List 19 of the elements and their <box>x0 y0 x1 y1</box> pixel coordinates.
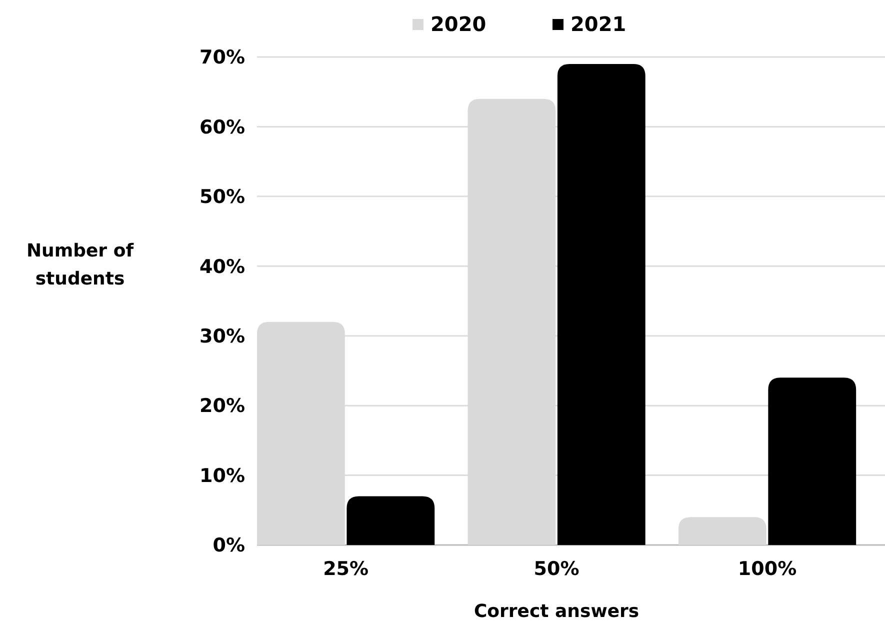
bar <box>346 496 435 545</box>
y-tick-label: 30% <box>200 326 245 348</box>
x-tick-label: 25% <box>323 558 369 580</box>
bar <box>678 517 766 545</box>
y-tick-label: 20% <box>200 395 245 418</box>
y-tick-label: 50% <box>200 186 245 208</box>
y-tick-label: 60% <box>200 116 245 138</box>
x-tick-label: 100% <box>738 558 797 580</box>
y-tick-label: 0% <box>212 534 245 557</box>
x-axis-title: Correct answers <box>474 601 640 622</box>
legend-label: 2021 <box>570 12 626 36</box>
y-tick-label: 70% <box>200 46 245 69</box>
y-axis-title: Number of students <box>26 240 134 290</box>
bar <box>557 64 646 545</box>
legend-label: 2020 <box>430 12 486 36</box>
y-tick-label: 40% <box>200 256 245 278</box>
x-tick-label: 50% <box>534 558 580 580</box>
y-tick-label: 10% <box>200 464 245 487</box>
bar <box>768 378 856 545</box>
